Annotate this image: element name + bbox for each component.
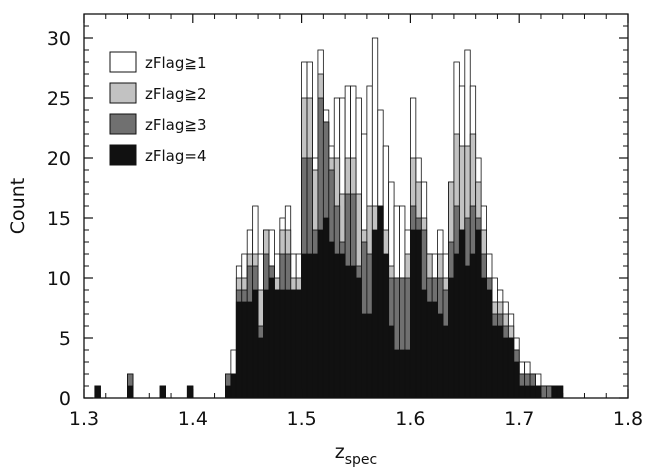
bar [409,229,417,399]
bar [328,241,335,399]
bar [333,253,341,399]
bar [518,385,526,399]
y-tick-label: 30 [47,28,71,50]
axis-ticks [83,13,629,399]
bar [246,301,254,399]
bar [502,337,509,399]
bar [257,337,264,399]
x-axis-label-main: z [335,441,345,463]
bar [230,373,237,399]
bar [279,289,286,399]
bar [322,217,330,399]
legend-label: zFlag≧3 [145,116,207,134]
bar [312,253,319,399]
x-tick-label: 1.8 [613,408,643,430]
y-tick-label: 5 [59,328,71,350]
bar [306,253,313,399]
bar [464,265,471,399]
bar [540,385,547,399]
bar [442,325,449,399]
bar [344,265,351,399]
bar [94,385,101,399]
bar [382,253,390,399]
x-axis-label: zspec [335,441,377,468]
axis-tick-labels: 1.3 1.4 1.5 1.6 1.7 1.8 0 5 10 15 20 25 30 [47,28,643,430]
legend-label: zFlag≧2 [145,85,207,103]
bar [186,385,194,399]
bar [339,253,346,399]
x-axis-label-subscript: spec [345,452,378,468]
bar [524,385,531,399]
y-tick-label: 25 [47,88,71,110]
y-axis-label: Count [7,178,29,234]
bar [437,313,444,399]
x-tick-label: 1.6 [395,408,425,430]
legend-swatch [109,51,137,73]
bar [284,289,292,399]
bar [491,325,498,399]
y-tick-label: 10 [47,268,71,290]
x-tick-label: 1.3 [69,408,99,430]
legend-swatch [109,82,137,104]
bar [377,205,384,399]
bar [268,277,275,399]
bar [290,289,297,399]
bar [513,361,520,399]
bar [551,385,558,399]
bar [301,253,308,399]
bar [480,277,487,399]
x-tick-label: 1.4 [178,408,208,430]
legend-label: zFlag=4 [145,147,207,165]
bar [415,229,422,399]
y-tick-label: 15 [47,208,71,230]
bar [366,313,373,399]
bar [546,385,553,399]
bar [529,385,536,399]
bar [535,385,542,399]
bar [469,253,477,399]
bar [399,349,406,399]
bar [458,229,466,399]
bar [225,385,232,399]
bar [448,277,455,399]
bar [497,325,504,399]
bar [431,301,439,399]
series-4-bars [94,205,564,399]
bar [371,229,379,399]
bar [361,313,368,399]
bar [235,301,243,399]
bar [475,229,482,399]
bar [404,349,411,399]
bar [252,289,259,399]
bar [426,301,433,399]
bar [388,325,395,399]
bar [486,289,493,399]
bar [273,289,281,399]
legend-label: zFlag≧1 [145,54,207,72]
bar [393,349,400,399]
bar [556,385,564,399]
legend-swatch [109,144,137,166]
legend-swatch [109,113,137,135]
bar [317,229,324,399]
bar [127,385,134,399]
y-tick-label: 0 [59,388,71,410]
bar [507,337,515,399]
y-tick-label: 20 [47,148,71,170]
bar [350,265,357,399]
bar [420,289,428,399]
bar [159,385,167,399]
bar [241,301,248,399]
bar [453,253,460,399]
x-tick-label: 1.5 [286,408,316,430]
x-tick-label: 1.7 [504,408,534,430]
bar [355,277,362,399]
legend: zFlag≧1 zFlag≧2 zFlag≧3 zFlag=4 [109,51,207,166]
bar [263,289,270,399]
bar [295,289,303,399]
